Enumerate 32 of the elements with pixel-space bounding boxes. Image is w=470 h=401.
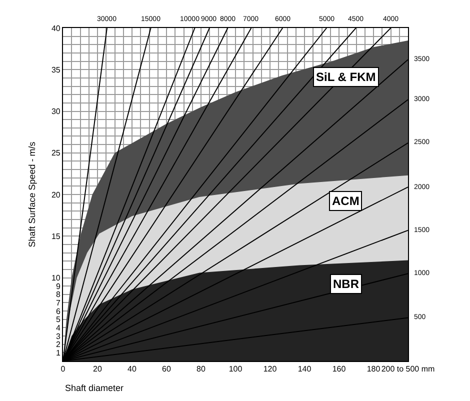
y-tick-label: 6 [56, 306, 61, 316]
y-tick-label: 10 [51, 274, 61, 283]
y-tick-label: 2 [56, 340, 61, 350]
x-tick-label: 60 [162, 364, 172, 374]
x-tick-label: 80 [196, 364, 206, 374]
x-tick-label: 160 [332, 364, 346, 374]
y-tick-label: 5 [56, 315, 61, 324]
y-tick-label: 9 [56, 282, 61, 291]
y-tick-label: 35 [51, 65, 61, 74]
y-tick-label: 30 [51, 107, 61, 116]
x-tick-label: 120 [263, 364, 278, 374]
series-label: SiL & FKM [316, 70, 376, 84]
x-tick-label: 200 to 500 mm [381, 364, 436, 374]
y-tick-label: 25 [51, 148, 61, 158]
x-tick-label: 0 [60, 364, 66, 374]
y-tick-label: 1 [56, 348, 61, 358]
y-tick-label: 8 [56, 290, 61, 300]
series-label: ACM [332, 194, 360, 208]
y-tick-label: 7 [56, 298, 61, 308]
x-tick-label: 100 [228, 364, 243, 374]
x-tick-label: 20 [93, 364, 102, 374]
x-tick-label: 40 [128, 364, 137, 374]
y-tick-label: 3 [56, 332, 61, 341]
y-axis-title: Shaft Surface Speed - m/s [26, 141, 37, 248]
x-tick-label: 140 [298, 364, 312, 374]
y-tick-label: 40 [51, 24, 61, 33]
x-tick-label: 180 [366, 364, 381, 374]
series-label: NBR [333, 277, 360, 291]
x-axis-title: Shaft diameter [65, 383, 124, 393]
y-tick-label: 15 [51, 232, 61, 241]
y-tick-label: 20 [51, 190, 61, 200]
y-tick-label: 4 [56, 324, 61, 332]
